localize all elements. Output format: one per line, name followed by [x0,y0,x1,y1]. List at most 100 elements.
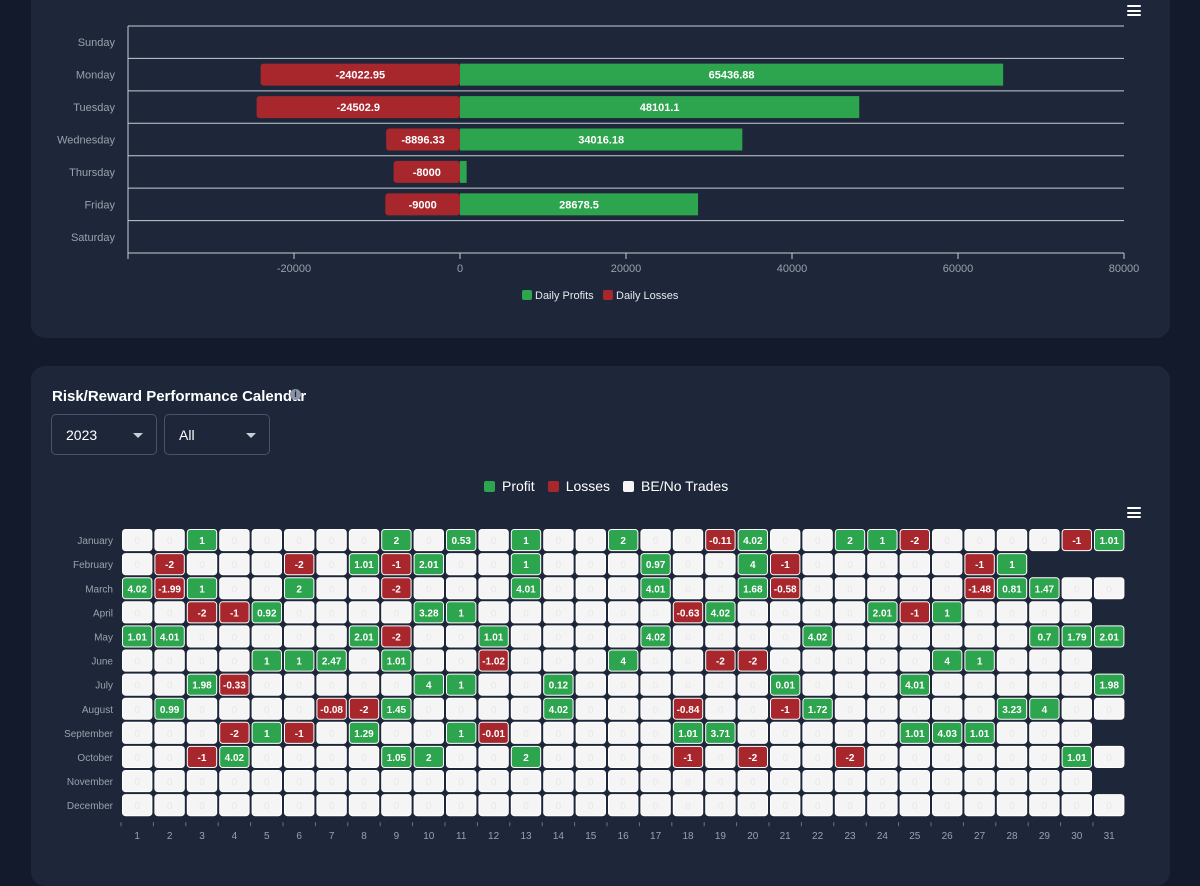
calendar-cell[interactable] [348,673,380,696]
calendar-cell[interactable] [932,673,963,696]
calendar-cell[interactable] [672,553,704,576]
hamburger-menu-icon[interactable] [1127,5,1141,16]
calendar-cell[interactable] [122,673,153,696]
calendar-cell[interactable] [737,794,768,817]
calendar-cell[interactable] [251,697,283,720]
calendar-cell[interactable] [867,721,898,744]
calendar-cell[interactable] [186,625,218,648]
calendar-cell[interactable] [575,625,606,648]
calendar-cell[interactable] [154,553,185,576]
calendar-cell[interactable] [705,553,736,576]
calendar-cell[interactable] [1061,625,1092,648]
calendar-cell[interactable] [219,721,250,744]
calendar-cell[interactable] [899,794,930,817]
calendar-cell[interactable] [219,770,250,793]
calendar-cell[interactable] [186,721,218,744]
calendar-cell[interactable] [672,721,704,744]
calendar-cell[interactable] [446,673,477,696]
calendar-cell[interactable] [640,794,671,817]
calendar-cell[interactable] [932,625,963,648]
calendar-cell[interactable] [543,770,574,793]
calendar-cell[interactable] [932,577,963,600]
filter-select[interactable]: All [164,414,270,455]
calendar-cell[interactable] [672,601,704,624]
calendar-cell[interactable] [413,697,445,720]
calendar-cell[interactable] [770,770,801,793]
calendar-cell[interactable] [640,770,671,793]
calendar-cell[interactable] [543,577,574,600]
calendar-cell[interactable] [737,770,768,793]
hamburger-menu-icon[interactable] [1127,507,1141,518]
calendar-cell[interactable] [186,794,218,817]
calendar-cell[interactable] [705,601,736,624]
calendar-cell[interactable] [996,770,1028,793]
calendar-cell[interactable] [122,697,153,720]
calendar-cell[interactable] [964,770,995,793]
calendar-cell[interactable] [284,794,315,817]
calendar-cell[interactable] [381,553,412,576]
calendar-cell[interactable] [996,673,1028,696]
calendar-cell[interactable] [446,601,477,624]
calendar-cell[interactable] [737,553,768,576]
calendar-cell[interactable] [348,721,380,744]
calendar-cell[interactable] [608,697,639,720]
calendar-cell[interactable] [413,625,445,648]
calendar-cell[interactable] [284,721,315,744]
calendar-cell[interactable] [543,794,574,817]
calendar-cell[interactable] [251,625,283,648]
calendar-cell[interactable] [867,577,898,600]
calendar-cell[interactable] [154,745,185,768]
calendar-cell[interactable] [1029,577,1060,600]
calendar-cell[interactable] [316,649,347,672]
calendar-cell[interactable] [478,553,509,576]
calendar-cell[interactable] [770,529,801,552]
profit-bar[interactable] [460,96,860,119]
calendar-cell[interactable] [672,625,704,648]
year-select[interactable]: 2023 [51,414,157,455]
calendar-cell[interactable] [219,649,250,672]
calendar-cell[interactable] [996,745,1028,768]
calendar-cell[interactable] [219,745,250,768]
calendar-cell[interactable] [996,697,1028,720]
calendar-cell[interactable] [802,770,833,793]
calendar-cell[interactable] [770,625,801,648]
calendar-cell[interactable] [575,794,606,817]
calendar-cell[interactable] [219,601,250,624]
calendar-cell[interactable] [964,649,995,672]
calendar-cell[interactable] [1061,721,1092,744]
calendar-cell[interactable] [381,745,412,768]
calendar-cell[interactable] [154,697,185,720]
calendar-cell[interactable] [770,673,801,696]
calendar-cell[interactable] [251,794,283,817]
calendar-cell[interactable] [608,601,639,624]
calendar-cell[interactable] [802,721,833,744]
calendar-cell[interactable] [478,625,509,648]
calendar-cell[interactable] [932,601,963,624]
calendar-cell[interactable] [899,577,930,600]
calendar-cell[interactable] [543,625,574,648]
calendar-cell[interactable] [413,770,445,793]
calendar-cell[interactable] [834,770,866,793]
calendar-cell[interactable] [251,649,283,672]
calendar-cell[interactable] [284,770,315,793]
calendar-cell[interactable] [802,553,833,576]
calendar-cell[interactable] [316,697,347,720]
calendar-cell[interactable] [802,601,833,624]
calendar-cell[interactable] [899,553,930,576]
calendar-cell[interactable] [1029,625,1060,648]
calendar-cell[interactable] [834,649,866,672]
calendar-cell[interactable] [575,697,606,720]
calendar-cell[interactable] [770,721,801,744]
calendar-cell[interactable] [770,553,801,576]
calendar-cell[interactable] [899,601,930,624]
calendar-cell[interactable] [219,794,250,817]
calendar-cell[interactable] [316,577,347,600]
calendar-cell[interactable] [964,697,995,720]
calendar-cell[interactable] [219,697,250,720]
calendar-cell[interactable] [478,529,509,552]
calendar-cell[interactable] [510,770,542,793]
calendar-cell[interactable] [122,745,153,768]
calendar-cell[interactable] [932,649,963,672]
calendar-cell[interactable] [867,553,898,576]
calendar-cell[interactable] [316,601,347,624]
